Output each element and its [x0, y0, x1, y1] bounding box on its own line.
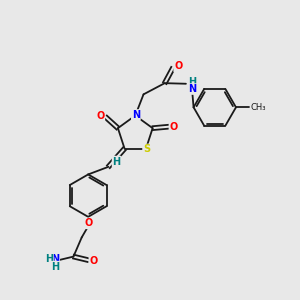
Text: O: O	[85, 218, 93, 228]
Text: N: N	[132, 110, 140, 120]
Text: N: N	[51, 254, 59, 264]
Text: O: O	[89, 256, 98, 266]
Text: H: H	[112, 157, 121, 166]
Text: O: O	[169, 122, 178, 132]
Text: H: H	[51, 262, 59, 272]
Text: H: H	[188, 77, 196, 87]
Text: CH₃: CH₃	[250, 103, 266, 112]
Text: H: H	[45, 254, 53, 264]
Text: S: S	[143, 145, 150, 154]
Text: O: O	[174, 61, 182, 71]
Text: O: O	[96, 110, 104, 121]
Text: N: N	[188, 84, 196, 94]
